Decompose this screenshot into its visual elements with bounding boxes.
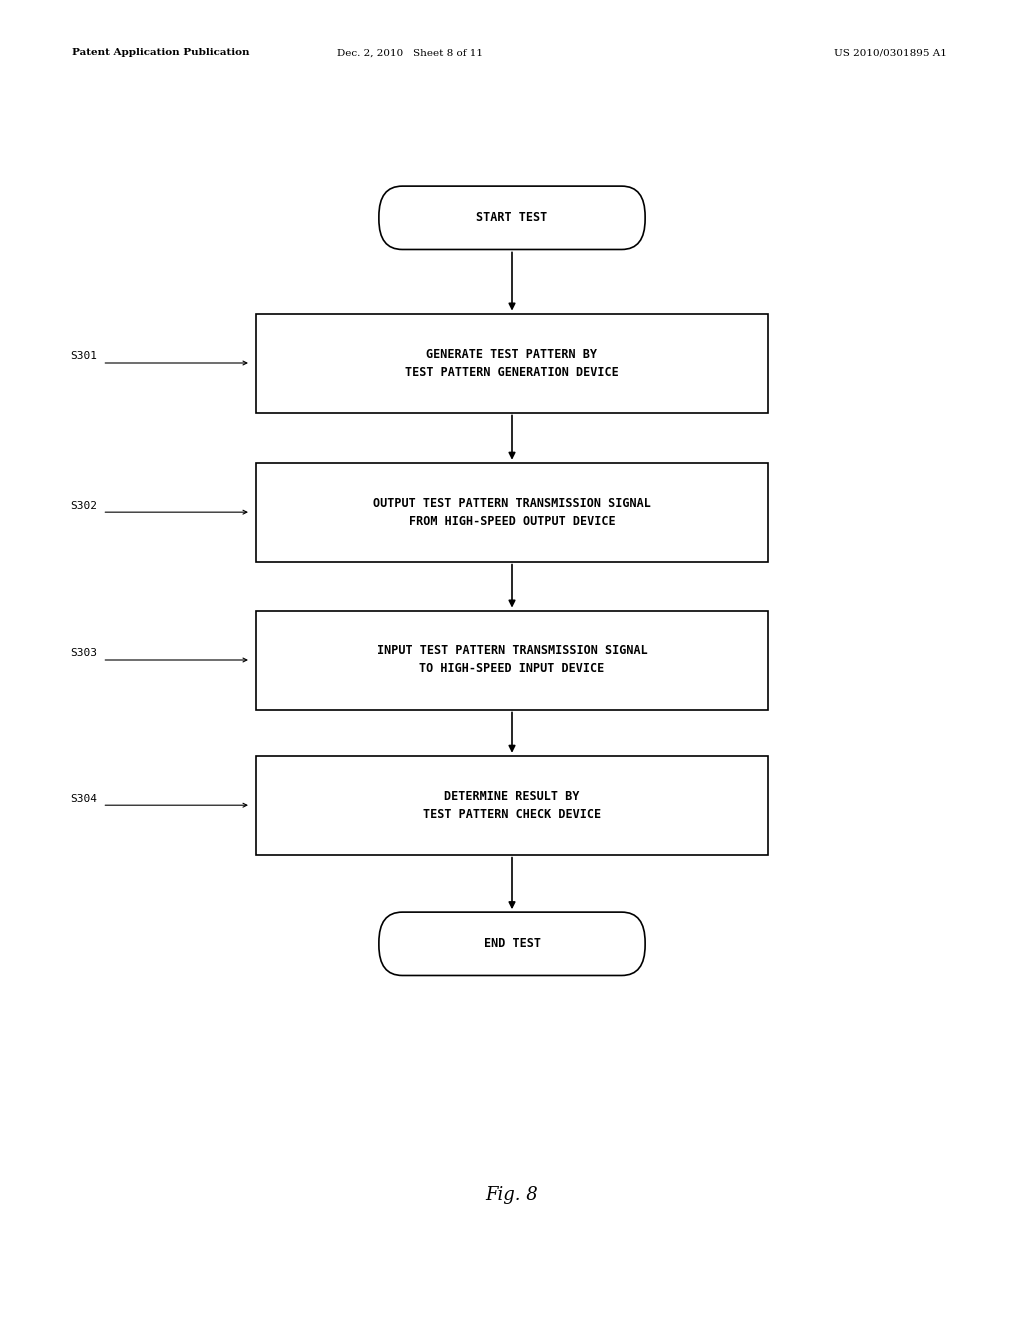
Text: S304: S304 — [71, 793, 97, 804]
Bar — [256, 314, 768, 412]
FancyBboxPatch shape — [379, 186, 645, 249]
Text: OUTPUT TEST PATTERN TRANSMISSION SIGNAL
FROM HIGH-SPEED OUTPUT DEVICE: OUTPUT TEST PATTERN TRANSMISSION SIGNAL … — [373, 496, 651, 528]
Text: END TEST: END TEST — [483, 937, 541, 950]
Text: S303: S303 — [71, 648, 97, 659]
Text: GENERATE TEST PATTERN BY
TEST PATTERN GENERATION DEVICE: GENERATE TEST PATTERN BY TEST PATTERN GE… — [406, 347, 618, 379]
Bar — [256, 755, 768, 855]
Bar — [256, 463, 768, 562]
Text: Dec. 2, 2010   Sheet 8 of 11: Dec. 2, 2010 Sheet 8 of 11 — [337, 49, 482, 57]
Text: S301: S301 — [71, 351, 97, 362]
Text: INPUT TEST PATTERN TRANSMISSION SIGNAL
TO HIGH-SPEED INPUT DEVICE: INPUT TEST PATTERN TRANSMISSION SIGNAL T… — [377, 644, 647, 676]
Text: S302: S302 — [71, 500, 97, 511]
Text: DETERMINE RESULT BY
TEST PATTERN CHECK DEVICE: DETERMINE RESULT BY TEST PATTERN CHECK D… — [423, 789, 601, 821]
Text: Patent Application Publication: Patent Application Publication — [72, 49, 249, 57]
Text: US 2010/0301895 A1: US 2010/0301895 A1 — [835, 49, 947, 57]
Text: Fig. 8: Fig. 8 — [485, 1185, 539, 1204]
FancyBboxPatch shape — [379, 912, 645, 975]
Bar — [256, 610, 768, 710]
Text: START TEST: START TEST — [476, 211, 548, 224]
